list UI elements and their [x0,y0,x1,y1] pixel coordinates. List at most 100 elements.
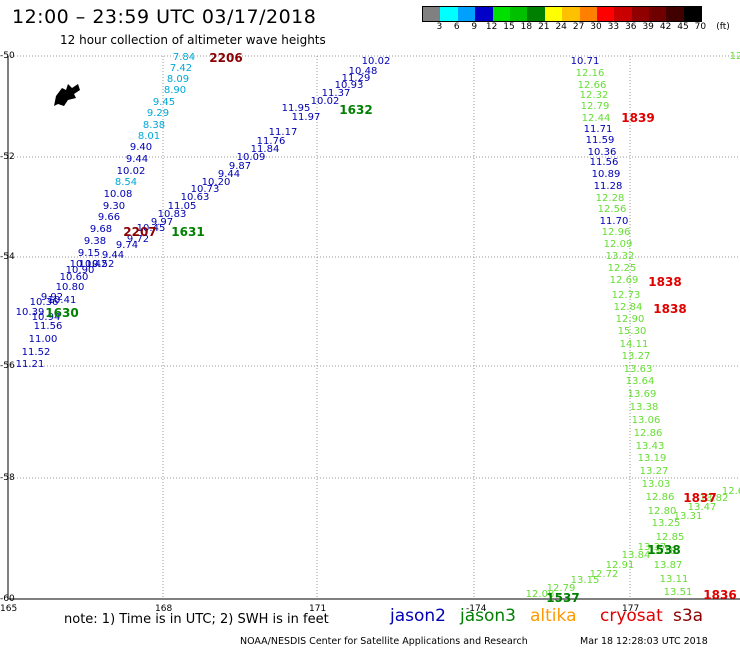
timestamp-text: Mar 18 12:28:03 UTC 2018 [580,636,708,647]
wave-height-value: 9.92 [40,292,64,303]
map-title: 12:00 – 23:59 UTC 03/17/2018 [12,6,317,28]
footer-note: note: 1) Time is in UTC; 2) SWH is in fe… [64,612,329,627]
pass-time-label: 1837 [683,491,717,505]
wave-height-value: 12.90 [615,314,645,325]
wave-height-value: 10.80 [55,282,85,293]
wave-height-value: 7.84 [172,52,196,63]
wave-height-value: 12.96 [601,227,631,238]
wave-height-value: 10.08 [103,189,133,200]
legend-swatch [544,7,563,21]
wave-height-value: 10.41 [47,295,77,306]
wave-height-value: 13.69 [627,389,657,400]
lon-tick-label: 171 [309,604,327,614]
wave-height-value: 13.06 [631,415,661,426]
wave-height-value: 10.36 [587,147,617,158]
legend-swatch [562,7,580,21]
pass-time-label: 1838 [653,302,687,316]
legend-tick-label: 18 [520,22,533,32]
legend-tick-label: 39 [642,22,654,32]
wave-height-value: 13.25 [651,518,681,529]
legend-tick-label: 42 [659,22,672,32]
lon-tick-label: -174 [466,604,487,614]
wave-height-value: 8.38 [142,120,166,131]
pass-time-label: 1632 [339,103,373,117]
mission-altika: altika [530,606,577,626]
wave-height-value: 10.73 [190,184,220,195]
wave-height-value: 10.48 [348,66,378,77]
island-shape [54,84,80,106]
wave-height-value: 9.30 [102,201,126,212]
color-legend [422,6,703,22]
legend-swatch [631,7,650,21]
wave-height-value: 11.05 [167,201,197,212]
wave-height-value: 11.95 [281,103,311,114]
legend-unit: (ft) [716,22,730,32]
wave-height-value: 13.11 [659,574,689,585]
wave-height-value: 9.15 [77,248,101,259]
legend-tick-label: 36 [625,22,637,32]
wave-height-value: 10.83 [157,209,187,220]
wave-height-value: 11.97 [291,112,321,123]
wave-height-value: 12.6 [721,486,740,497]
wave-height-value: 9.40 [129,142,153,153]
wave-height-value: 13.63 [623,364,653,375]
legend-swatch [649,7,667,21]
legend-swatch [527,7,545,21]
wave-height-value: 12 [729,51,740,62]
wave-height-value: 11.56 [589,157,619,168]
legend-swatch [596,7,615,21]
wave-height-value: 12.09 [603,239,633,250]
wave-height-value: 12.86 [633,428,663,439]
wave-height-value: 10.89 [591,169,621,180]
wave-height-value: 10.71 [570,56,600,67]
wave-height-value: 12.72 [589,569,619,580]
wave-height-value: 12.16 [575,68,605,79]
wave-height-value: 12.84 [613,302,643,313]
legend-tick-label: 30 [590,22,602,32]
wave-height-value: 13.82 [699,493,729,504]
lon-tick-label: 165 [0,604,18,614]
wave-height-value: 12.69 [609,275,639,286]
wave-height-value: 9.74 [115,240,139,251]
pass-time-label: 2206 [209,51,243,65]
wave-height-value: 11.21 [15,359,45,370]
wave-height-value: 13.27 [621,351,651,362]
wave-height-value: 11.00 [28,334,58,345]
wave-height-value: 8.09 [166,74,190,85]
wave-height-value: 12.25 [607,263,637,274]
wave-height-value: 8.54 [114,177,138,188]
wave-height-value: 10.45 [136,223,166,234]
wave-height-value: 13.31 [673,511,703,522]
wave-height-value: 11.71 [583,124,613,135]
lat-tick-label: -58 [0,473,15,483]
pass-time-label: 1537 [546,591,580,605]
legend-swatch [666,7,684,21]
legend-tick-label: 21 [538,22,550,32]
wave-height-value: 14.11 [619,339,649,350]
wave-height-value: 10.36 [29,297,59,308]
pass-time-label: 1538 [647,543,681,557]
mission-jason2: jason2 [390,606,446,626]
wave-height-value: 9.66 [97,212,121,223]
legend-swatch [475,7,493,21]
wave-height-value: 12.73 [611,290,641,301]
wave-height-value: 10.52 [85,259,115,270]
wave-height-value: 13.84 [621,550,651,561]
wave-height-value: 11.76 [256,136,286,147]
wave-height-value: 11.84 [250,144,280,155]
wave-height-value: 13.37 [637,542,667,553]
wave-height-value: 9.87 [228,161,252,172]
wave-height-value: 10.02 [116,166,146,177]
wave-height-value: 10.09 [236,152,266,163]
wave-height-value: 12.80 [647,506,677,517]
wave-height-value: 12.85 [655,532,685,543]
legend-tick-label: 9 [471,22,478,32]
credit-text: NOAA/NESDIS Center for Satellite Applica… [240,636,528,647]
wave-height-value: 10.02 [361,56,391,67]
legend-swatch [440,7,458,21]
wave-height-value: 13.51 [663,587,693,598]
wave-height-value: 9.38 [83,236,107,247]
mission-jason3: jason3 [460,606,516,626]
wave-height-value: 10.94 [31,312,61,323]
wave-height-value: 10.90 [65,265,95,276]
